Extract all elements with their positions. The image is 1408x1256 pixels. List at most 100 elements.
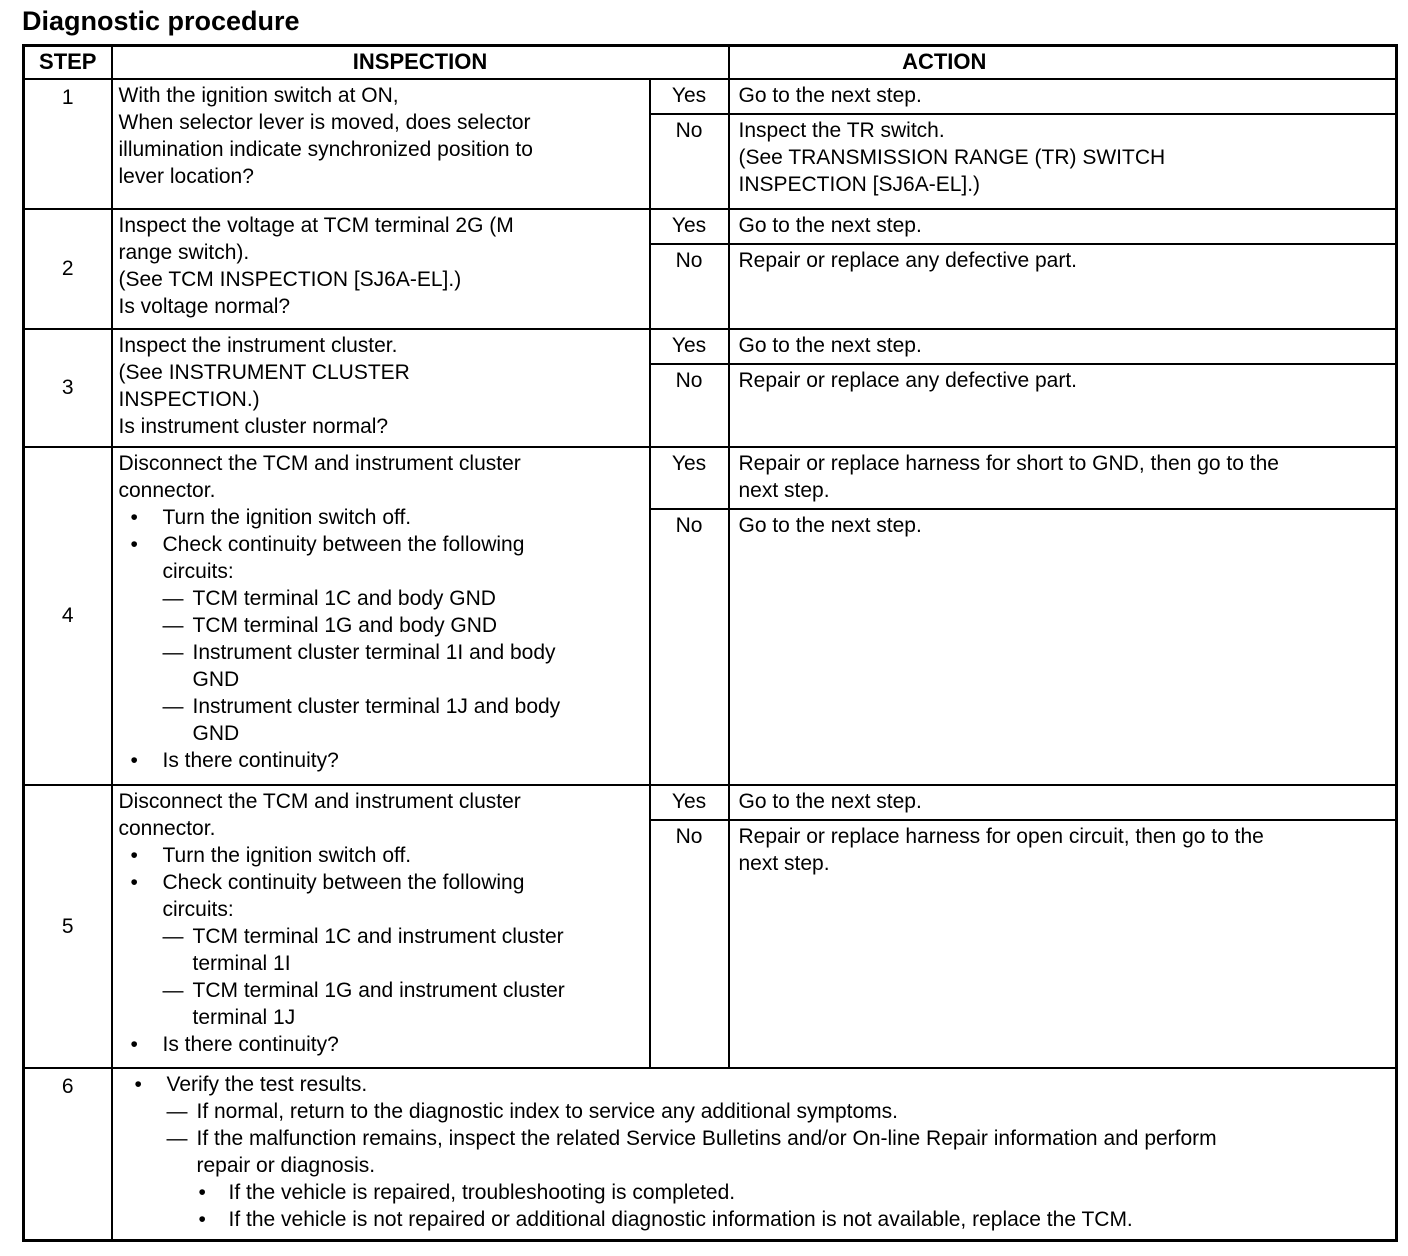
table-row: 5 Disconnect the TCM and instrument clust… — [22, 783, 1398, 1069]
action-text: Repair or replace any defective part. — [738, 248, 1078, 272]
table-row: No Go to the next step. — [24, 507, 1398, 786]
item-text: TCM terminal 1G and instrument cluster t… — [192, 978, 565, 1029]
page-title: Diagnostic procedure — [22, 6, 300, 36]
header-inspection: INSPECTION — [110, 44, 730, 80]
list-item: • Turn the ignition switch off. — [119, 504, 641, 531]
inspection-cell: Inspect the instrument cluster. (See INS… — [110, 327, 651, 448]
list-item: — If the malfunction remains, inspect the… — [123, 1125, 1388, 1179]
action-text: Go to the next step. — [738, 213, 922, 237]
item-text: If the malfunction remains, inspect the … — [196, 1126, 1217, 1177]
item-text: Verify the test results. — [166, 1072, 368, 1096]
step-cell: 2 — [22, 207, 113, 330]
dash-marker: — — [162, 978, 184, 1002]
action-text: Inspect the TR switch. (See TRANSMISSION… — [738, 118, 1166, 196]
list-item: • Verify the test results. — [123, 1071, 1388, 1098]
answer-cell-no: No — [648, 242, 730, 330]
action-cell: Repair or replace harness for open circu… — [727, 818, 1398, 1069]
step-cell: 3 — [22, 327, 113, 448]
item-text: Is there continuity? — [162, 748, 339, 772]
list-item: • Turn the ignition switch off. — [119, 842, 641, 869]
answer-cell-yes: Yes — [648, 445, 730, 510]
header-row: STEP INSPECTION ACTION — [22, 44, 1398, 80]
paragraph-item: Inspect the instrument cluster. (See INS… — [119, 332, 641, 440]
table-row: 3 Inspect the instrument cluster. (See IN… — [22, 327, 1398, 448]
action-text: Go to the next step. — [738, 513, 922, 537]
action-text: Repair or replace any defective part. — [738, 368, 1078, 392]
table-row: No Repair or replace harness for open cir… — [24, 818, 1398, 1069]
dash-marker: — — [162, 694, 184, 718]
inspection-cell: Disconnect the TCM and instrument cluste… — [110, 783, 651, 1069]
item-text: Check continuity between the following c… — [162, 870, 525, 921]
answer-cell-no: No — [648, 362, 730, 448]
list-item: — TCM terminal 1C and body GND — [119, 585, 641, 612]
table-row: No Repair or replace any defective part. — [24, 362, 1398, 448]
list-item: — Instrument cluster terminal 1I and body… — [119, 639, 641, 693]
inspection-cell: Disconnect the TCM and instrument cluste… — [110, 445, 651, 786]
dash-marker: — — [162, 924, 184, 948]
item-text: If normal, return to the diagnostic inde… — [196, 1099, 899, 1123]
action-text: Repair or replace harness for open circu… — [738, 824, 1264, 875]
list-item: • If the vehicle is not repaired or addit… — [123, 1206, 1388, 1233]
answer-cell-no: No — [648, 507, 730, 786]
action-cell: Repair or replace any defective part. — [727, 242, 1398, 330]
paragraph-item: Inspect the voltage at TCM terminal 2G (… — [119, 212, 641, 320]
item-text: If the vehicle is not repaired or additi… — [228, 1207, 1133, 1231]
answer-cell-no: No — [648, 818, 730, 1069]
list-item: • Is there continuity? — [119, 747, 641, 774]
table-row: 1 With the ignition switch at ON, When se… — [22, 77, 1398, 210]
item-text: With the ignition switch at ON, When sel… — [118, 83, 533, 188]
dash-marker: — — [162, 613, 184, 637]
answer-cell-no: No — [648, 112, 730, 210]
bullet-marker: • — [198, 1207, 206, 1231]
item-text: Inspect the voltage at TCM terminal 2G (… — [118, 213, 514, 318]
list-item: — TCM terminal 1G and instrument cluster … — [119, 977, 641, 1031]
dash-marker: — — [162, 640, 184, 664]
action-cell: Repair or replace harness for short to G… — [727, 445, 1398, 510]
table-row: 2 Inspect the voltage at TCM terminal 2G … — [22, 207, 1398, 330]
item-text: TCM terminal 1G and body GND — [192, 613, 498, 637]
step-cell: 6 — [22, 1066, 113, 1242]
header-step: STEP — [22, 44, 113, 80]
bullet-marker: • — [130, 870, 138, 894]
bullet-marker: • — [134, 1072, 142, 1096]
item-text: Turn the ignition switch off. — [162, 843, 412, 867]
bullet-marker: • — [130, 1032, 138, 1056]
bullet-marker: • — [130, 505, 138, 529]
step-cell: 4 — [22, 445, 113, 786]
item-text: TCM terminal 1C and body GND — [192, 586, 496, 610]
list-item: — TCM terminal 1G and body GND — [119, 612, 641, 639]
step-cell: 1 — [22, 77, 113, 210]
header-action: ACTION — [727, 44, 1398, 80]
paragraph-item: Disconnect the TCM and instrument cluste… — [119, 450, 641, 504]
answer-cell-yes: Yes — [648, 207, 730, 245]
action-cell: Inspect the TR switch. (See TRANSMISSION… — [727, 112, 1398, 210]
table-row: 6 • Verify the test results. — If normal, re… — [22, 1066, 1398, 1242]
bullet-marker: • — [130, 532, 138, 556]
table-row: 4 Disconnect the TCM and instrument clust… — [22, 445, 1398, 786]
action-text: Go to the next step. — [738, 789, 922, 813]
action-text: Go to the next step. — [738, 83, 922, 107]
action-text: Go to the next step. — [738, 333, 922, 357]
action-cell: Go to the next step. — [727, 507, 1398, 786]
verify-results-cell: • Verify the test results. — If normal, ret… — [110, 1066, 1398, 1242]
list-item: — Instrument cluster terminal 1J and body… — [119, 693, 641, 747]
list-item: • If the vehicle is repaired, troubleshoo… — [123, 1179, 1388, 1206]
dash-marker: — — [166, 1099, 188, 1123]
paragraph-item: Disconnect the TCM and instrument cluste… — [119, 788, 641, 842]
action-cell: Go to the next step. — [727, 77, 1398, 115]
bullet-marker: • — [130, 843, 138, 867]
item-text: TCM terminal 1C and instrument cluster t… — [192, 924, 564, 975]
item-text: Disconnect the TCM and instrument cluste… — [118, 789, 521, 840]
diagnostic-procedure-table: STEP INSPECTION ACTION 1 With the ignitio… — [22, 44, 1398, 1242]
item-text: Is there continuity? — [162, 1032, 339, 1056]
item-text: Check continuity between the following c… — [162, 532, 525, 583]
list-item: • Check continuity between the following … — [119, 531, 641, 585]
table-row: No Repair or replace any defective part. — [24, 242, 1398, 330]
dash-marker: — — [166, 1126, 188, 1150]
answer-cell-yes: Yes — [648, 77, 730, 115]
table-row: No Inspect the TR switch. (See TRANSMISSI… — [24, 112, 1398, 210]
list-item: — If normal, return to the diagnostic ind… — [123, 1098, 1388, 1125]
bullet-marker: • — [130, 748, 138, 772]
action-text: Repair or replace harness for short to G… — [738, 451, 1279, 502]
item-text: Instrument cluster terminal 1I and body … — [192, 640, 556, 691]
